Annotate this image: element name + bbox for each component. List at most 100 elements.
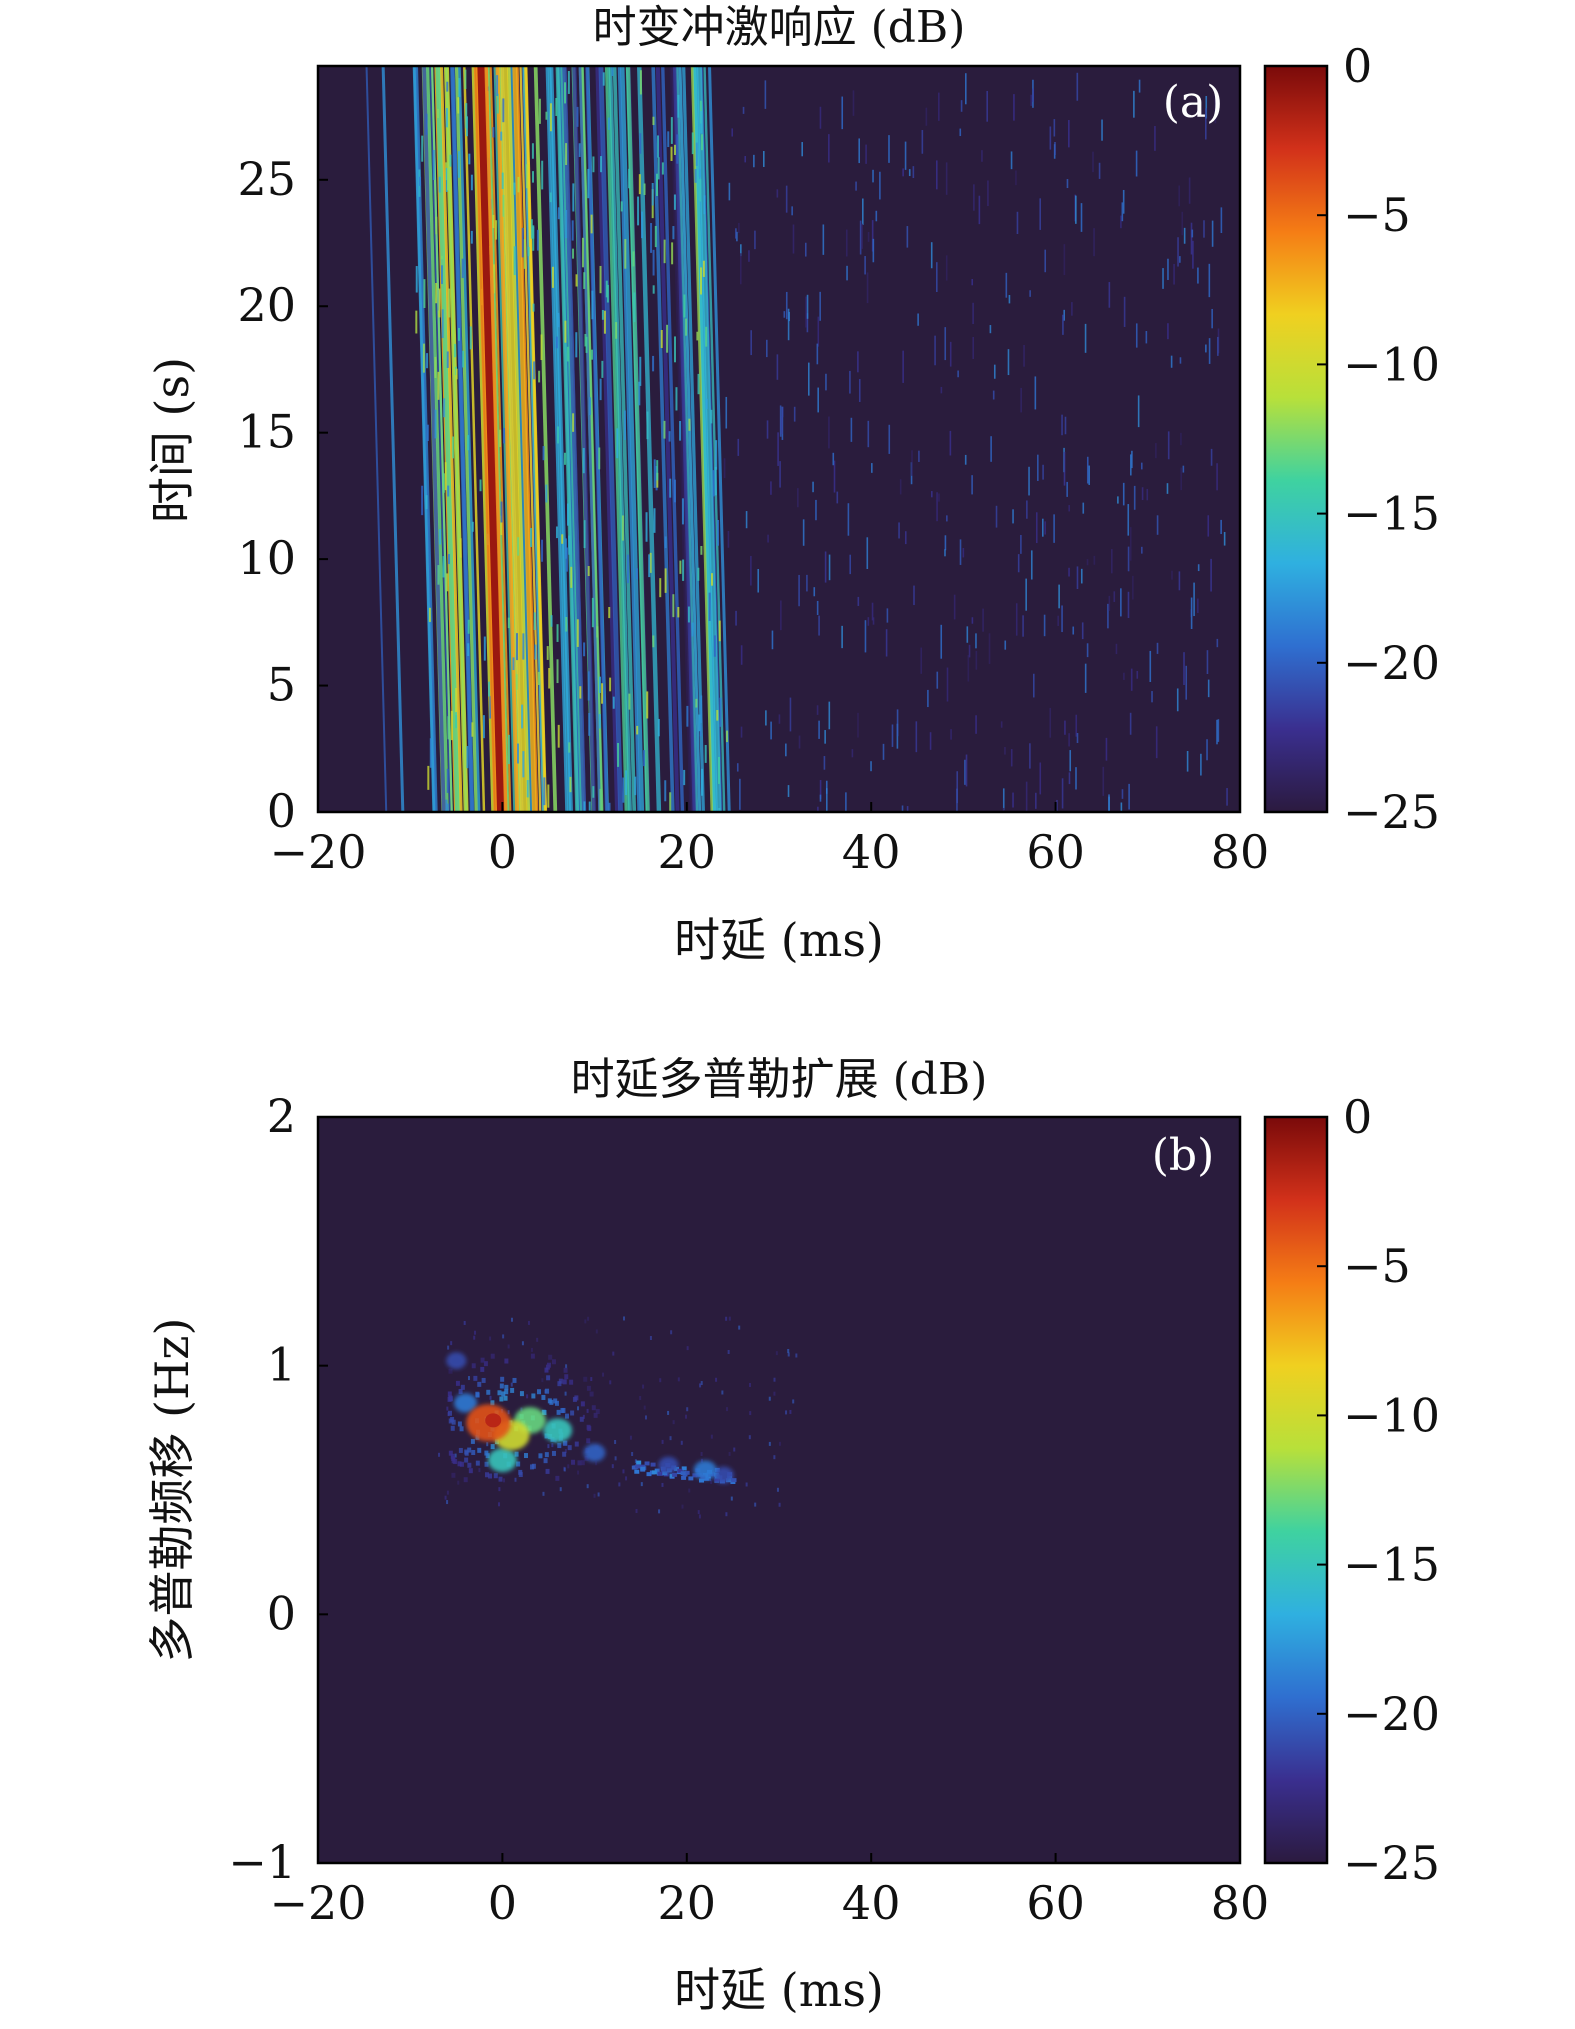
doppler-speck <box>454 1453 457 1458</box>
panel-b-ytick-label: 0 <box>267 1586 296 1640</box>
multipath-streak <box>661 66 685 812</box>
panel-b-axes: −20 0 20 40 60 80 −1 0 1 2 <box>228 1089 1269 1930</box>
doppler-cell <box>451 1419 456 1425</box>
doppler-cell <box>579 1416 584 1422</box>
panel-b-cb-tick-label: −10 <box>1343 1388 1440 1442</box>
doppler-blob <box>454 1393 478 1413</box>
multipath-streak <box>519 66 544 812</box>
multipath-streak <box>585 66 609 812</box>
doppler-speck <box>700 1452 703 1457</box>
multipath-streak <box>625 66 650 812</box>
doppler-speck <box>643 1405 646 1410</box>
panel-a-ytick-label: 5 <box>267 658 296 712</box>
doppler-speck <box>577 1470 580 1475</box>
multipath-streak <box>564 66 587 812</box>
panel-b-xtick-label: −20 <box>269 1876 366 1930</box>
doppler-cell <box>692 1473 698 1478</box>
panel-b-cb-tick-label: −25 <box>1343 1836 1440 1890</box>
doppler-speck <box>463 1320 466 1325</box>
multipath-streak <box>519 66 542 812</box>
doppler-cell <box>473 1375 478 1381</box>
doppler-cell <box>595 1408 600 1414</box>
multipath-streak <box>690 66 714 812</box>
doppler-speck <box>623 1316 626 1321</box>
doppler-cell <box>591 1405 596 1411</box>
panel-b-xtick-label: 20 <box>658 1876 717 1930</box>
doppler-cell <box>447 1391 452 1397</box>
panel-b-colorbar-ticks: 0 −5 −10 −15 −20 −25 <box>1317 1090 1440 1890</box>
doppler-cell <box>680 1471 686 1476</box>
doppler-speck <box>498 1487 501 1492</box>
doppler-speck <box>710 1480 713 1485</box>
multipath-streak <box>607 66 630 812</box>
multipath-streak <box>439 66 463 812</box>
doppler-speck <box>447 1345 450 1350</box>
doppler-speck <box>498 1502 501 1507</box>
doppler-speck <box>699 1383 702 1388</box>
doppler-speck <box>635 1508 638 1513</box>
doppler-cell <box>677 1468 683 1473</box>
multipath-streak <box>506 66 531 812</box>
doppler-cell <box>448 1450 453 1456</box>
panel-b-heatmap <box>438 1316 798 1519</box>
panel-b-xtick-label: 80 <box>1211 1876 1270 1930</box>
doppler-cell <box>490 1400 495 1406</box>
doppler-cell <box>639 1464 645 1469</box>
multipath-streak <box>579 66 604 812</box>
multipath-streak <box>525 66 548 812</box>
doppler-cell <box>484 1461 489 1467</box>
doppler-cell <box>488 1473 493 1479</box>
doppler-cell <box>471 1363 476 1369</box>
doppler-speck <box>776 1487 779 1492</box>
doppler-speck <box>773 1377 776 1382</box>
doppler-speck <box>749 1411 752 1416</box>
doppler-speck <box>697 1510 700 1515</box>
doppler-speck <box>614 1456 617 1461</box>
doppler-cell <box>519 1391 524 1397</box>
doppler-speck <box>670 1330 673 1335</box>
doppler-speck <box>642 1384 645 1389</box>
doppler-speck <box>595 1461 598 1466</box>
doppler-speck <box>625 1476 628 1481</box>
doppler-cell <box>672 1472 678 1477</box>
multipath-streak <box>572 66 597 812</box>
doppler-cell <box>499 1383 504 1389</box>
doppler-cell <box>541 1409 546 1415</box>
panel-a-colorbar <box>1263 64 1329 814</box>
doppler-speck <box>446 1406 449 1411</box>
doppler-cell <box>563 1367 568 1373</box>
panel-b-ytick-label: −1 <box>228 1835 296 1889</box>
doppler-cell <box>564 1374 569 1380</box>
doppler-blob <box>446 1352 467 1370</box>
doppler-cell <box>562 1440 567 1446</box>
doppler-cell <box>557 1443 562 1449</box>
doppler-cell <box>565 1413 570 1419</box>
doppler-cell <box>450 1416 455 1422</box>
doppler-cell <box>463 1477 468 1483</box>
doppler-speck <box>450 1341 453 1346</box>
doppler-cell <box>651 1470 657 1475</box>
doppler-speck <box>754 1502 757 1507</box>
doppler-cell <box>475 1391 480 1397</box>
doppler-cell <box>459 1461 464 1467</box>
doppler-cell <box>448 1395 453 1401</box>
multipath-streak <box>637 66 662 812</box>
doppler-speck <box>565 1364 568 1369</box>
doppler-cell <box>658 1471 664 1476</box>
doppler-speck <box>489 1395 492 1400</box>
doppler-cell <box>544 1367 549 1373</box>
doppler-speck <box>614 1439 617 1444</box>
doppler-speck <box>514 1477 517 1482</box>
doppler-speck <box>725 1316 728 1321</box>
multipath-streak <box>681 66 705 812</box>
doppler-speck <box>681 1504 684 1509</box>
multipath-streak <box>522 66 546 812</box>
doppler-cell <box>646 1472 652 1477</box>
panel-a-xtick-label: 20 <box>658 825 717 879</box>
doppler-cell <box>503 1395 508 1401</box>
doppler-cell <box>447 1410 452 1416</box>
doppler-speck <box>474 1330 477 1335</box>
doppler-speck <box>768 1441 771 1446</box>
doppler-speck <box>768 1396 771 1401</box>
panel-b-colorbar <box>1263 1115 1329 1865</box>
